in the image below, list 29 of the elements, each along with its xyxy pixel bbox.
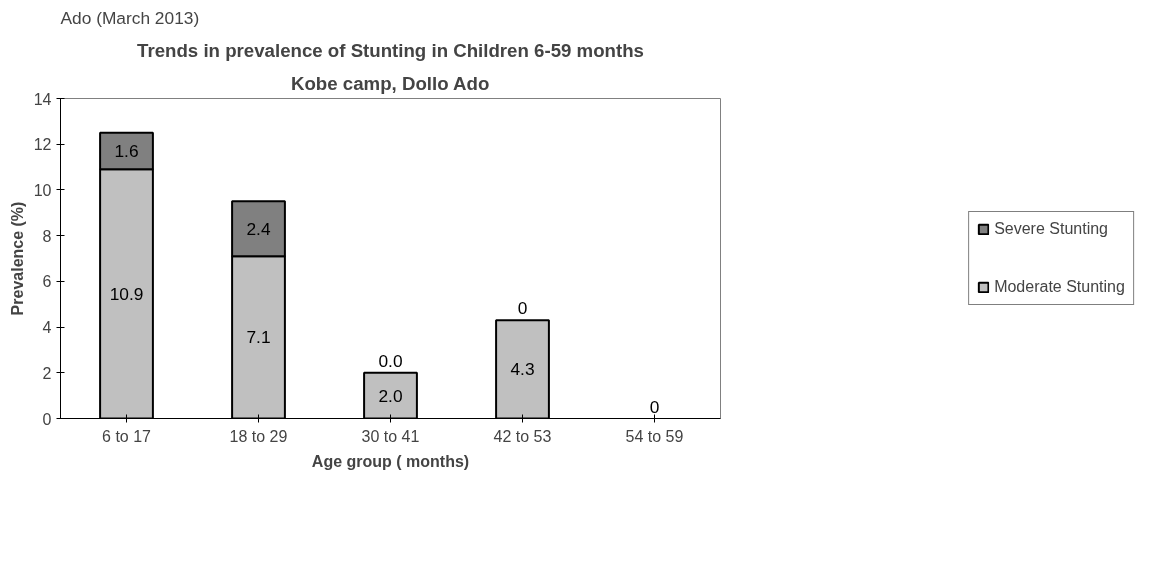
- data-label: 2.0: [378, 385, 403, 406]
- data-label: 10.9: [109, 283, 144, 304]
- x-tick-label: 6 to 17: [102, 427, 152, 445]
- data-label: 4.3: [510, 359, 535, 380]
- x-tick-label: 30 to 41: [361, 427, 420, 445]
- data-label: 7.1: [246, 327, 271, 348]
- y-axis-title: Prevalence (%): [8, 201, 26, 316]
- legend-label: Severe Stunting: [994, 220, 1108, 238]
- y-tick-label: 8: [42, 227, 52, 245]
- y-tick-label: 10: [33, 181, 52, 199]
- text: Ado (March 2013): [60, 7, 200, 28]
- y-tick-label: 0: [42, 410, 52, 428]
- chart-subtitle: Kobe camp, Dollo Ado: [291, 72, 490, 94]
- x-tick-label: 42 to 53: [493, 427, 552, 445]
- y-tick-label: 4: [42, 319, 52, 337]
- data-label: 0: [517, 298, 528, 319]
- y-tick-label: 12: [33, 136, 52, 154]
- data-label: 1.6: [114, 141, 139, 162]
- data-label: 0.0: [378, 350, 403, 371]
- y-tick-label: 6: [42, 273, 52, 291]
- x-tick-label: 18 to 29: [229, 427, 288, 445]
- legend-label: Moderate Stunting: [994, 278, 1125, 296]
- x-axis-title: Age group ( months): [311, 452, 470, 470]
- chart-title: Trends in prevalence of Stunting in Children 6-59 months: [137, 39, 644, 61]
- x-tick-label: 54 to 59: [625, 427, 684, 445]
- y-tick-label: 14: [33, 90, 52, 108]
- y-tick-label: 2: [42, 364, 52, 382]
- data-label: 0: [649, 396, 660, 417]
- data-label: 2.4: [246, 218, 271, 239]
